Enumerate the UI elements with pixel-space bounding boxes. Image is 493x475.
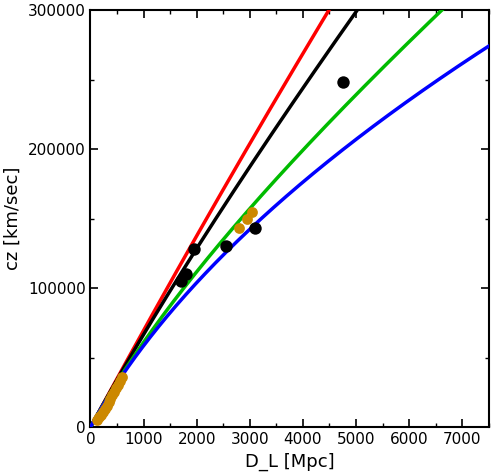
Point — [118, 373, 126, 381]
Point — [99, 408, 107, 416]
Point — [97, 411, 105, 418]
Point — [101, 405, 109, 413]
Point — [243, 215, 251, 222]
Point — [190, 246, 198, 253]
Point — [116, 378, 124, 385]
Y-axis label: cz [km/sec]: cz [km/sec] — [4, 167, 22, 270]
Point — [108, 391, 116, 399]
Point — [177, 277, 185, 285]
Point — [93, 416, 101, 423]
Point — [339, 79, 347, 86]
Point — [110, 388, 118, 396]
Point — [114, 381, 122, 389]
Point — [222, 243, 230, 250]
Point — [248, 208, 256, 216]
X-axis label: D_L [Mpc]: D_L [Mpc] — [245, 453, 334, 471]
Point — [106, 395, 114, 402]
Point — [105, 399, 112, 406]
Point — [235, 225, 243, 232]
Point — [182, 270, 190, 278]
Point — [112, 384, 120, 392]
Point — [103, 402, 110, 409]
Point — [251, 225, 259, 232]
Point — [95, 414, 103, 421]
